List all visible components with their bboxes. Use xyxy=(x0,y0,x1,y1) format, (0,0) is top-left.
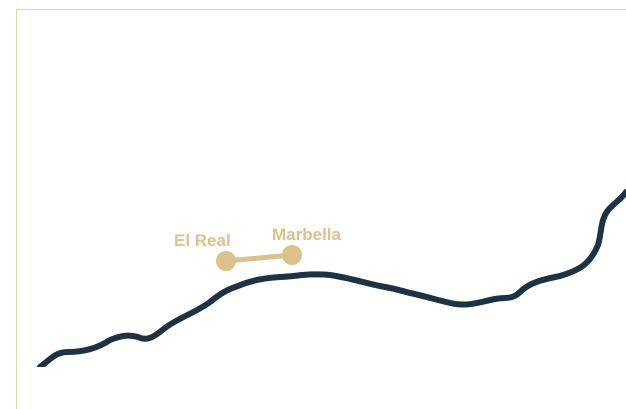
map-canvas: El Real Marbella xyxy=(37,189,626,367)
marbella-label: Marbella xyxy=(272,225,342,244)
el-real-label: El Real xyxy=(174,231,231,250)
coastline xyxy=(37,189,626,367)
map-frame xyxy=(16,9,626,409)
marbella-marker[interactable] xyxy=(282,245,302,265)
el-real-marker[interactable] xyxy=(216,251,236,271)
route-line xyxy=(223,252,295,264)
route-el-real-marbella xyxy=(216,245,302,271)
